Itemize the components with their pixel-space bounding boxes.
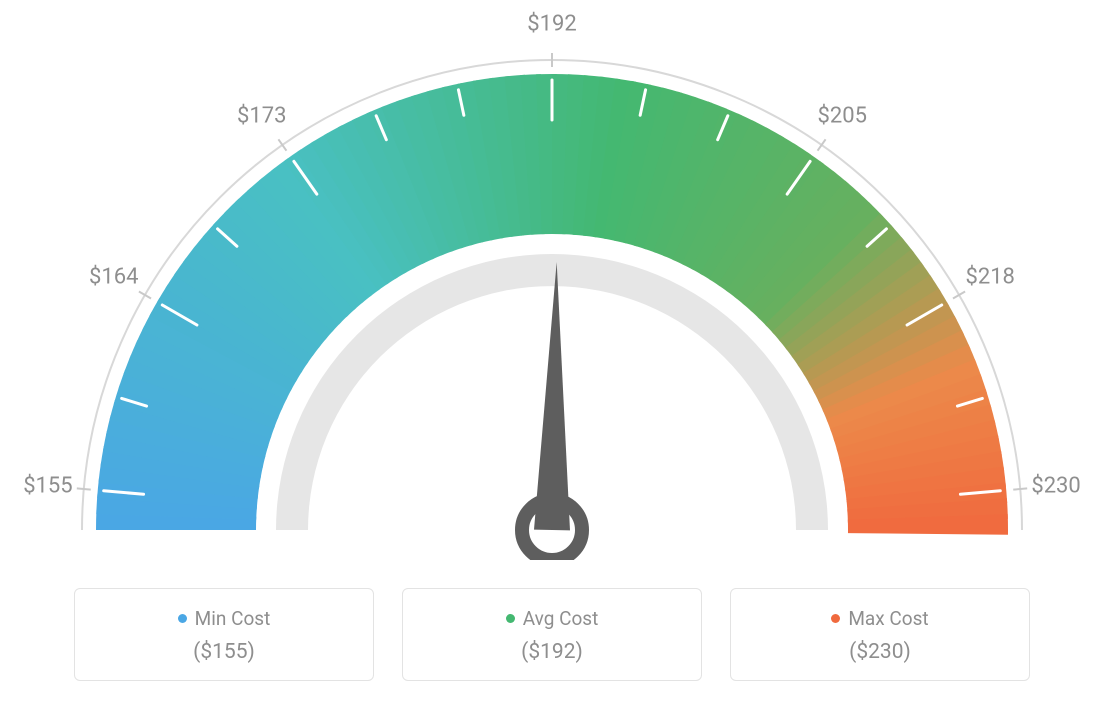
legend-value-min: ($155) xyxy=(85,640,363,664)
legend-card-min: Min Cost ($155) xyxy=(74,588,374,681)
gauge-tick-label: $173 xyxy=(237,103,286,128)
legend-label-avg: Avg Cost xyxy=(523,607,599,630)
gauge-tick-label: $205 xyxy=(817,103,866,128)
legend-title-max: Max Cost xyxy=(831,607,928,630)
gauge-chart: $155$164$173$192$205$218$230 xyxy=(20,20,1084,560)
gauge-tick-label: $192 xyxy=(527,12,576,37)
gauge-tick-label: $164 xyxy=(89,265,138,290)
gauge-tick-label: $230 xyxy=(1031,473,1080,498)
legend-value-avg: ($192) xyxy=(413,640,691,664)
legend-value-max: ($230) xyxy=(741,640,1019,664)
legend-row: Min Cost ($155) Avg Cost ($192) Max Cost… xyxy=(20,588,1084,681)
gauge-svg xyxy=(20,20,1084,560)
legend-label-min: Min Cost xyxy=(195,607,271,630)
legend-dot-min xyxy=(178,614,187,623)
legend-card-avg: Avg Cost ($192) xyxy=(402,588,702,681)
legend-title-avg: Avg Cost xyxy=(506,607,599,630)
legend-dot-max xyxy=(831,614,840,623)
legend-label-max: Max Cost xyxy=(848,607,928,630)
legend-title-min: Min Cost xyxy=(178,607,271,630)
gauge-tick-label: $155 xyxy=(23,473,72,498)
legend-card-max: Max Cost ($230) xyxy=(730,588,1030,681)
legend-dot-avg xyxy=(506,614,515,623)
gauge-tick-label: $218 xyxy=(965,265,1014,290)
